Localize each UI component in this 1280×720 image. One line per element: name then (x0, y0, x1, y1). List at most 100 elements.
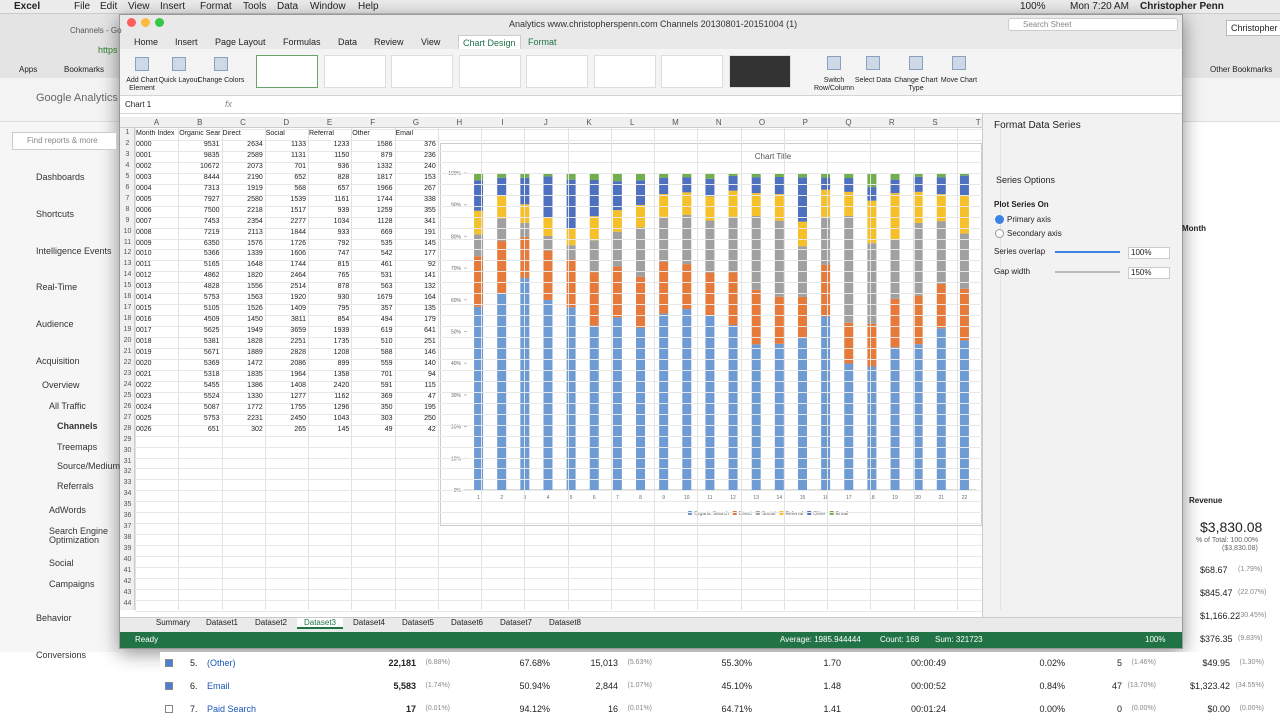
ga-search[interactable]: Find reports & more (12, 132, 117, 150)
menu-item[interactable]: Edit (100, 1, 118, 12)
chart[interactable]: Chart Title0%10%20%30%40%50%60%70%80%90%… (440, 143, 982, 526)
radio-label[interactable]: Primary axis (1007, 215, 1052, 224)
bookmark[interactable]: Apps (19, 65, 38, 74)
nav-item[interactable]: Behavior (36, 613, 72, 623)
sheet-tab[interactable]: Dataset6 (450, 618, 484, 627)
ribbon-button[interactable]: Move Chart (940, 77, 978, 84)
nav-item[interactable]: All Traffic (49, 401, 86, 411)
ribbon-button[interactable]: Select Data (854, 77, 892, 84)
menu-item[interactable]: Window (310, 1, 346, 12)
chart-style[interactable] (593, 55, 656, 88)
ga-cell[interactable]: Email (207, 681, 230, 691)
radio-off[interactable] (995, 229, 1004, 238)
chart-style[interactable] (526, 55, 588, 88)
radio-on[interactable] (995, 215, 1004, 224)
bookmark[interactable]: Bookmarks (64, 65, 105, 74)
nav-item[interactable]: AdWords (49, 505, 86, 515)
radio-label[interactable]: Secondary axis (1007, 229, 1062, 238)
checkbox[interactable] (165, 705, 173, 713)
pane-value[interactable]: 100% (1128, 247, 1170, 259)
nav-item[interactable]: Channels (57, 421, 98, 431)
close-button[interactable] (127, 18, 136, 27)
nav-item[interactable]: Intelligence Events (36, 246, 112, 256)
ribbon-tab[interactable]: Data (338, 37, 358, 47)
chart-style[interactable] (323, 55, 386, 88)
nav-item[interactable]: Audience (36, 319, 74, 329)
sheet-tab[interactable]: Dataset8 (548, 618, 582, 627)
month-button[interactable]: Month (1182, 224, 1206, 233)
ribbon-button[interactable]: Change Chart Type (894, 77, 938, 92)
ribbon-tab[interactable]: Format (528, 37, 557, 47)
zoom-button[interactable] (155, 18, 164, 27)
nav-item[interactable]: Acquisition (36, 356, 80, 366)
bar-segment (497, 177, 507, 196)
ribbon-button[interactable]: Quick Layout (158, 77, 200, 84)
bar-segment (890, 347, 900, 490)
ribbon-tab[interactable]: Chart Design (458, 35, 521, 49)
chart-style[interactable] (391, 55, 453, 88)
table-cell: 4828 (203, 283, 220, 291)
slider[interactable] (1055, 271, 1120, 273)
row-number: 18 (123, 315, 132, 323)
chart-style[interactable] (728, 55, 791, 88)
menu-item[interactable]: Insert (160, 1, 186, 12)
menu-item[interactable]: View (128, 1, 150, 12)
checkbox[interactable] (165, 682, 173, 690)
table-cell: 369 (380, 392, 393, 400)
pane-section[interactable]: Series Options (996, 175, 1056, 185)
nav-item[interactable]: Source/Medium (57, 461, 121, 471)
chart-style[interactable] (458, 55, 521, 88)
minimize-button[interactable] (141, 18, 150, 27)
nav-item[interactable]: Social (49, 558, 74, 568)
checkbox[interactable] (165, 659, 173, 667)
battery: 100% (1020, 1, 1046, 12)
nav-item[interactable]: Real-Time (36, 282, 78, 292)
sheet-tab[interactable]: Dataset1 (205, 618, 239, 627)
ribbon-tab[interactable]: Insert (175, 37, 198, 47)
ga-cell[interactable]: Paid Search (207, 704, 257, 714)
ga-cell[interactable]: (Other) (207, 658, 236, 668)
bookmark[interactable]: Other Bookmarks (1210, 65, 1273, 74)
ribbon-button[interactable]: Change Colors (197, 77, 245, 84)
nav-item[interactable]: Shortcuts (36, 209, 75, 219)
ribbon-button[interactable]: Add Chart Element (126, 77, 158, 92)
ribbon-tab[interactable]: Formulas (283, 37, 321, 47)
nav-item[interactable]: Search Engine Optimization (49, 526, 109, 545)
menu-item[interactable]: Format (200, 1, 232, 12)
sheet-tab[interactable]: Dataset5 (401, 618, 435, 627)
nav-item[interactable]: Treemaps (57, 442, 98, 452)
chart-style[interactable] (256, 55, 318, 88)
sheet-tab[interactable]: Dataset2 (254, 618, 288, 627)
profile[interactable]: Christopher (1226, 20, 1280, 36)
slider[interactable] (1055, 251, 1120, 253)
menu-item[interactable]: Excel (14, 1, 41, 12)
ribbon-tab[interactable]: Review (374, 37, 404, 47)
chart-style[interactable] (661, 55, 723, 88)
menu-item[interactable]: Help (358, 1, 379, 12)
revenue-pct: (22.07%) (1238, 589, 1267, 596)
menu-item[interactable]: File (74, 1, 91, 12)
legend-label: Direct (739, 511, 753, 517)
sheet-tab[interactable]: Summary (155, 618, 191, 627)
nav-item[interactable]: Overview (42, 380, 80, 390)
ribbon-button[interactable]: Switch Row/Column (813, 77, 855, 92)
name-box[interactable]: Chart 1 (125, 100, 152, 109)
sheet-tab[interactable]: Dataset3 (297, 618, 343, 629)
nav-item[interactable]: Referrals (57, 481, 94, 491)
nav-item[interactable]: Campaigns (49, 579, 95, 589)
ribbon-tab[interactable]: Home (134, 37, 159, 47)
sheet-tab[interactable]: Dataset4 (352, 618, 386, 627)
ribbon-tab[interactable]: Page Layout (215, 37, 266, 47)
nav-item[interactable]: Conversions (36, 650, 87, 660)
browser-tab[interactable]: Channels - Go (70, 26, 122, 35)
menu-item[interactable]: Tools (243, 1, 267, 12)
revenue-total: $3,830.08 (1200, 519, 1263, 535)
revenue-pct: (1.79%) (1238, 566, 1263, 573)
search-sheet[interactable]: Search Sheet (1008, 18, 1178, 31)
sheet-tab[interactable]: Dataset7 (499, 618, 533, 627)
ribbon-tab[interactable]: View (421, 37, 441, 47)
nav-item[interactable]: Dashboards (36, 172, 85, 182)
table-cell: 0005 (136, 195, 152, 203)
pane-value[interactable]: 150% (1128, 267, 1170, 279)
menu-item[interactable]: Data (277, 1, 299, 12)
